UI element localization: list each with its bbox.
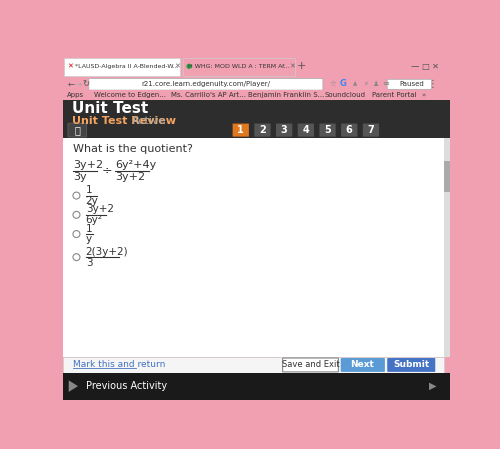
FancyBboxPatch shape <box>298 123 314 136</box>
Text: ≡: ≡ <box>382 79 390 88</box>
Text: 3y: 3y <box>74 172 87 182</box>
Text: Apps: Apps <box>67 92 84 98</box>
Text: ●: ● <box>186 63 192 69</box>
Text: ✕: ✕ <box>174 63 180 69</box>
Text: Submit: Submit <box>393 361 430 370</box>
Text: y: y <box>86 234 92 244</box>
FancyBboxPatch shape <box>363 123 379 136</box>
Text: 3: 3 <box>86 258 92 268</box>
FancyBboxPatch shape <box>387 79 432 89</box>
Polygon shape <box>68 380 78 392</box>
Text: r21.core.learn.edgenuity.com/Player/: r21.core.learn.edgenuity.com/Player/ <box>142 81 270 87</box>
Text: ▲: ▲ <box>353 81 358 86</box>
Text: 6y²: 6y² <box>86 215 102 225</box>
FancyBboxPatch shape <box>62 78 450 90</box>
Text: +: + <box>296 61 306 71</box>
Text: ▶: ▶ <box>429 381 436 391</box>
Text: 2(3y+2): 2(3y+2) <box>86 247 128 257</box>
Text: ✕: ✕ <box>289 63 295 69</box>
Text: ✕: ✕ <box>432 62 439 70</box>
Text: Welcome to Edgen...: Welcome to Edgen... <box>94 92 166 98</box>
Text: 3y+2: 3y+2 <box>115 172 146 182</box>
FancyBboxPatch shape <box>254 123 270 136</box>
Text: Unit Test: Unit Test <box>72 101 148 116</box>
Text: 1: 1 <box>86 224 92 233</box>
Text: 2y: 2y <box>86 196 99 206</box>
Text: What is the quotient?: What is the quotient? <box>74 144 193 154</box>
FancyBboxPatch shape <box>282 358 339 372</box>
Text: Save and Exit: Save and Exit <box>282 361 340 370</box>
Text: ♟: ♟ <box>372 81 379 87</box>
Text: ☆: ☆ <box>330 79 337 88</box>
Text: 1: 1 <box>238 125 244 135</box>
Text: Benjamin Franklin S...: Benjamin Franklin S... <box>248 92 325 98</box>
Text: ↻: ↻ <box>82 79 89 88</box>
Text: Previous Activity: Previous Activity <box>86 381 167 391</box>
FancyBboxPatch shape <box>444 138 450 357</box>
FancyBboxPatch shape <box>62 138 444 357</box>
FancyBboxPatch shape <box>387 358 436 372</box>
FancyBboxPatch shape <box>62 100 450 138</box>
Text: Parent Portal: Parent Portal <box>372 92 417 98</box>
Text: »: » <box>422 92 426 98</box>
FancyBboxPatch shape <box>276 123 292 136</box>
FancyBboxPatch shape <box>182 58 295 76</box>
Text: 6: 6 <box>346 125 352 135</box>
FancyBboxPatch shape <box>444 161 450 192</box>
FancyBboxPatch shape <box>62 357 444 373</box>
Text: 4: 4 <box>302 125 309 135</box>
Text: Paused: Paused <box>399 81 423 87</box>
Text: Ms. Carrillo's AP Art...: Ms. Carrillo's AP Art... <box>171 92 246 98</box>
Text: 3y+2: 3y+2 <box>74 160 104 170</box>
Text: ←: ← <box>67 79 74 88</box>
Text: 6y²+4y: 6y²+4y <box>115 160 156 170</box>
FancyBboxPatch shape <box>320 123 336 136</box>
Text: —: — <box>411 62 420 70</box>
Text: 7: 7 <box>368 125 374 135</box>
FancyBboxPatch shape <box>64 58 180 76</box>
Text: Next: Next <box>350 361 374 370</box>
FancyBboxPatch shape <box>68 123 86 137</box>
Text: 5: 5 <box>324 125 331 135</box>
Text: ⚡: ⚡ <box>363 81 368 87</box>
Text: *LAUSD-Algebra II A-Blended-W...: *LAUSD-Algebra II A-Blended-W... <box>75 64 178 69</box>
FancyBboxPatch shape <box>62 90 450 100</box>
Text: Unit Test Review: Unit Test Review <box>72 116 176 126</box>
FancyBboxPatch shape <box>62 54 450 80</box>
Text: 3y+2: 3y+2 <box>86 204 114 215</box>
Text: ✕: ✕ <box>68 63 73 69</box>
Text: ⋮: ⋮ <box>428 79 438 89</box>
Text: →: → <box>75 79 82 88</box>
Text: ÷: ÷ <box>101 164 112 177</box>
Text: Soundcloud: Soundcloud <box>324 92 366 98</box>
Text: ⎙: ⎙ <box>74 125 80 135</box>
Text: H WHG: MOD WLD A : TERM Af...: H WHG: MOD WLD A : TERM Af... <box>188 64 290 69</box>
Text: Active: Active <box>132 116 167 126</box>
Text: 1: 1 <box>86 185 92 195</box>
Text: G: G <box>340 79 347 88</box>
FancyBboxPatch shape <box>341 123 357 136</box>
FancyBboxPatch shape <box>62 373 450 400</box>
Text: 3: 3 <box>281 125 287 135</box>
FancyBboxPatch shape <box>340 358 385 372</box>
Text: 2: 2 <box>259 125 266 135</box>
FancyBboxPatch shape <box>232 123 249 136</box>
FancyBboxPatch shape <box>89 79 323 90</box>
Text: □: □ <box>422 62 429 70</box>
Text: Mark this and return: Mark this and return <box>74 361 166 370</box>
